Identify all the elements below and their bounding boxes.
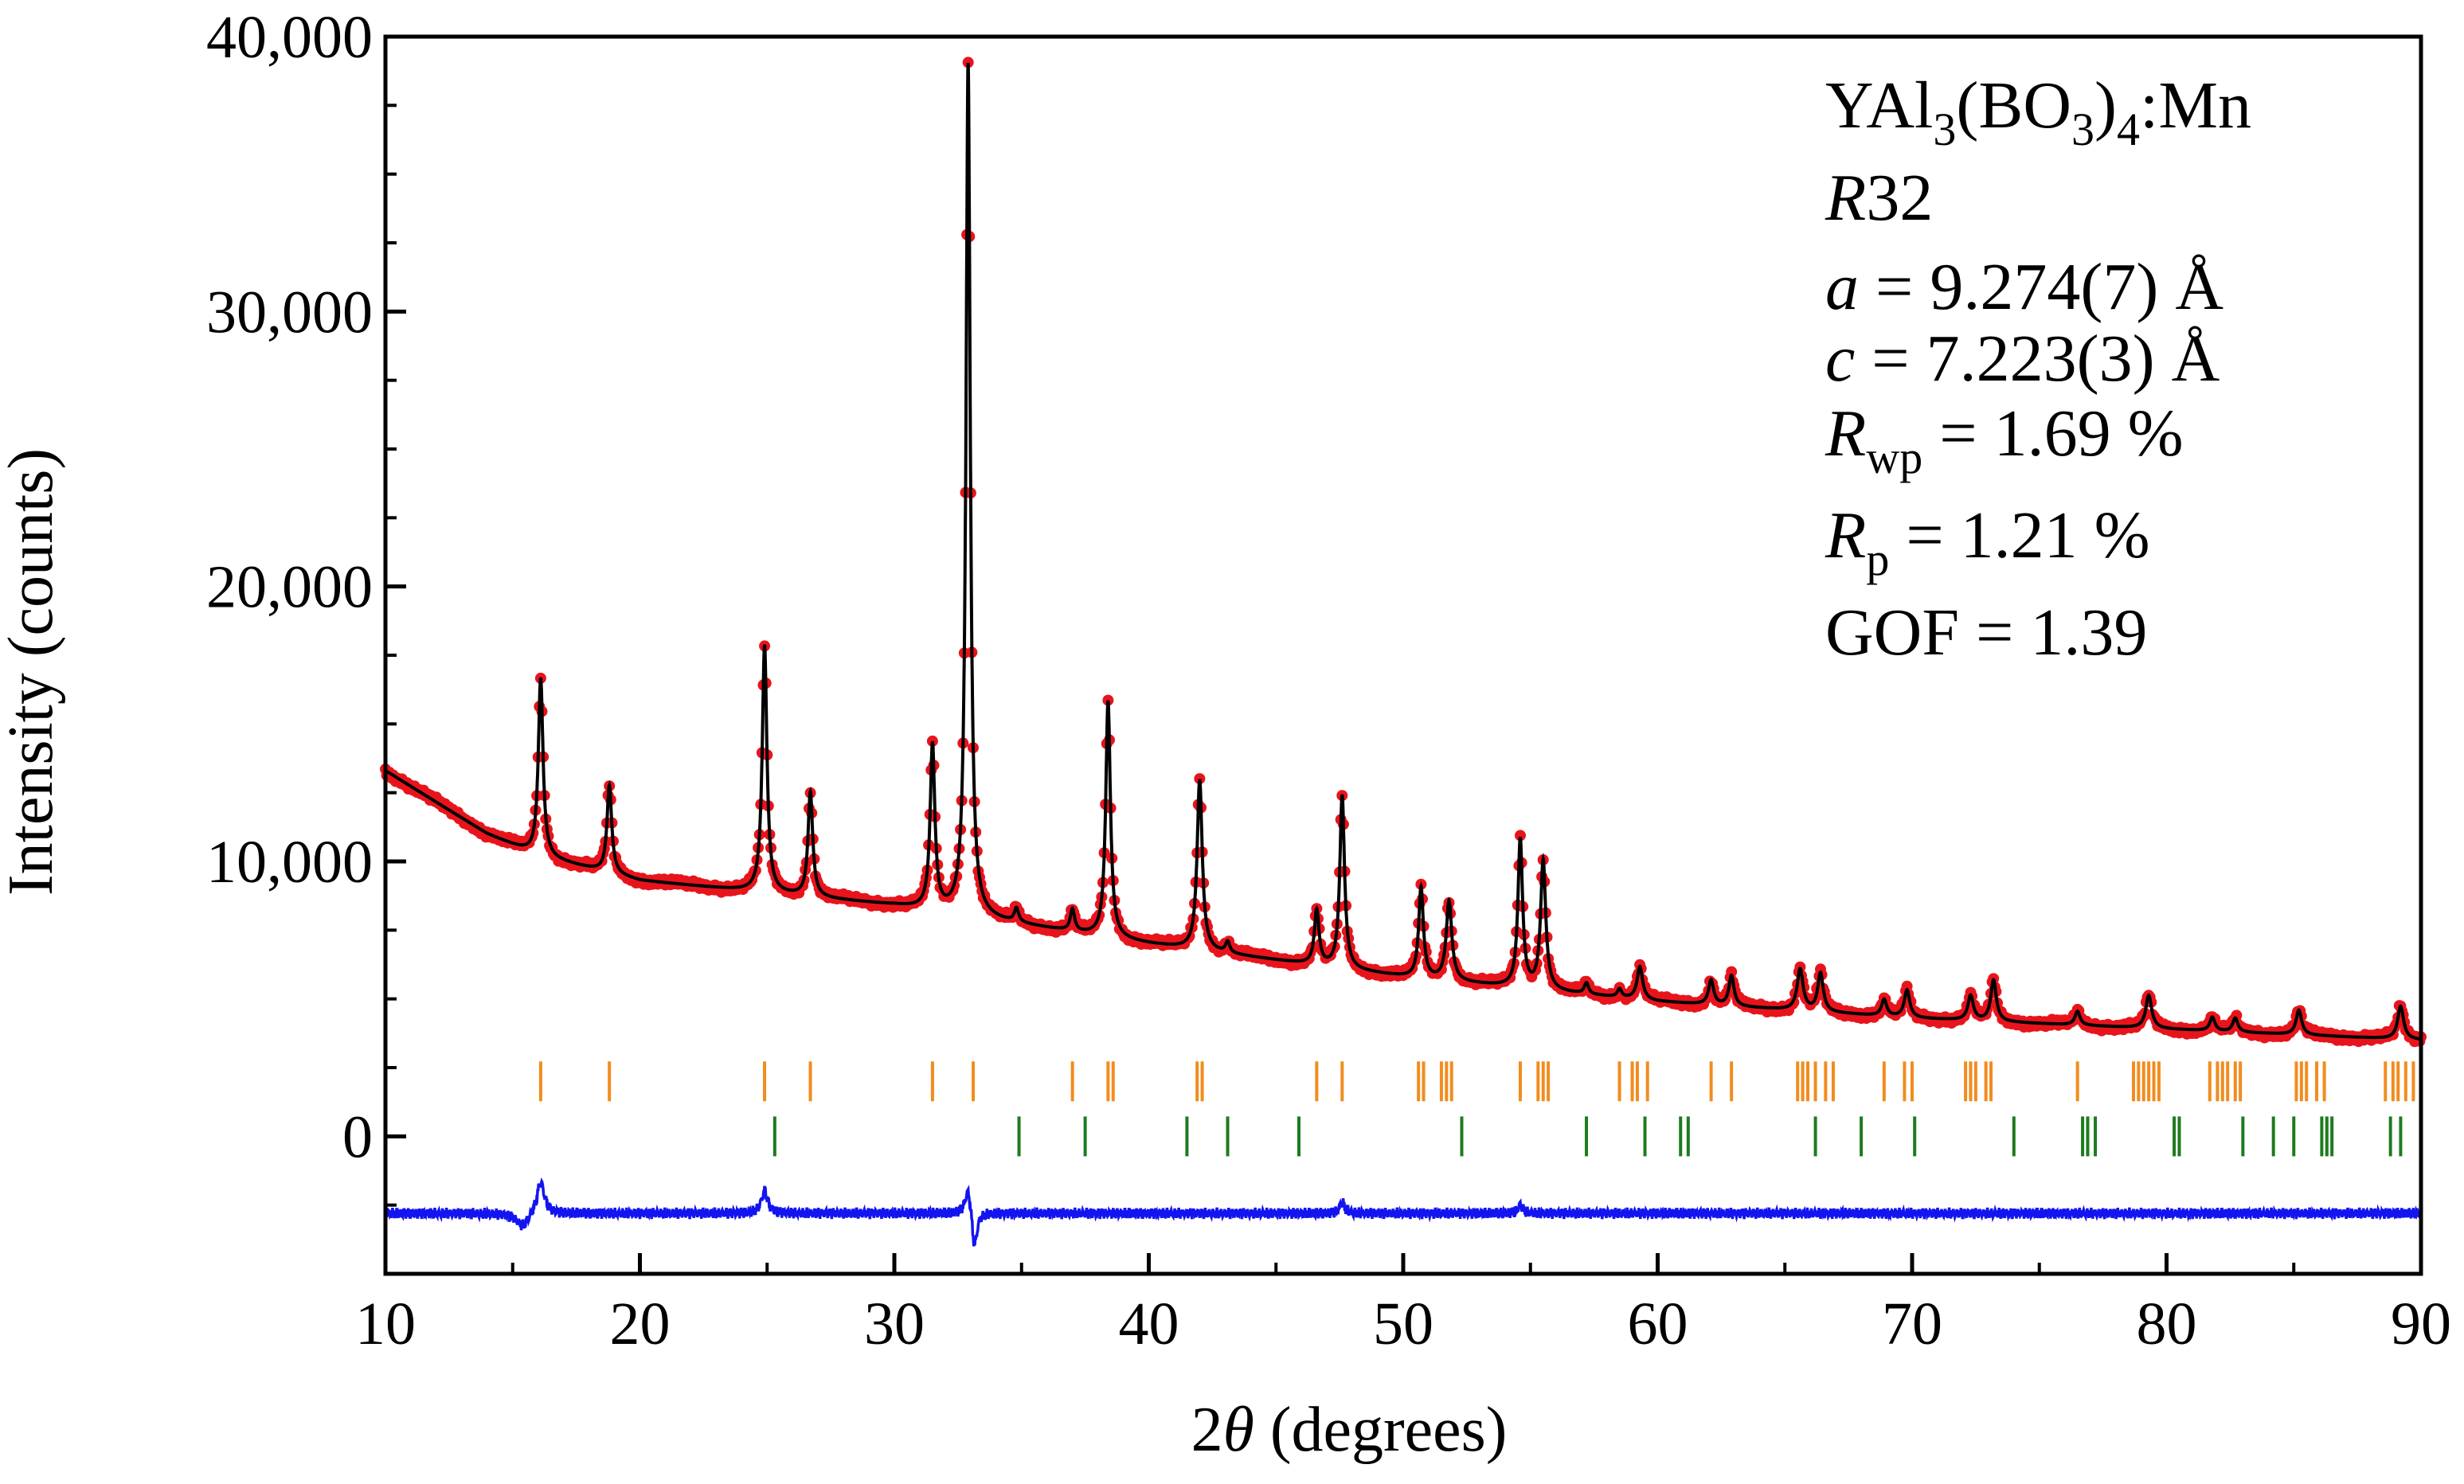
y-tick-label: 10,000: [206, 829, 373, 896]
y-tick-label: 0: [342, 1103, 373, 1170]
y-tick-label: 20,000: [206, 554, 373, 621]
x-tick-label: 30: [864, 1291, 925, 1357]
x-tick-label: 90: [2391, 1291, 2451, 1357]
observed-point: [1102, 694, 1114, 706]
x-tick-label: 80: [2137, 1291, 2197, 1357]
y-tick-label: 40,000: [206, 4, 373, 71]
observed-point: [962, 57, 974, 68]
bragg-ticks-1: [538, 1061, 2415, 1102]
annotation-space-group: R32: [1825, 161, 1933, 235]
x-tick-label: 70: [1882, 1291, 1942, 1357]
annotation-c-parameter: c = 7.223(3) Å: [1825, 322, 2220, 396]
x-tick-label: 60: [1628, 1291, 1688, 1357]
difference-line: [384, 1177, 2423, 1247]
x-tick-label: 40: [1119, 1291, 1179, 1357]
observed-point: [926, 735, 938, 747]
x-tick-label: 50: [1373, 1291, 1433, 1357]
annotation-a-parameter: a = 9.274(7) Å: [1825, 250, 2223, 324]
annotation-gof: GOF = 1.39: [1825, 596, 2147, 670]
y-axis-label: Intensity (counts): [0, 448, 66, 896]
plot-area: [380, 57, 2427, 1247]
observed-point: [1194, 773, 1206, 785]
bragg-ticks-2: [772, 1116, 2403, 1157]
annotation-formula: YAl3(BO3)4:Mn: [1825, 68, 2251, 155]
x-tick-label: 20: [610, 1291, 671, 1357]
annotation-rwp: Rwp = 1.69 %: [1825, 396, 2184, 483]
x-tick-label: 10: [355, 1291, 416, 1357]
annotation-rp: Rp = 1.21 %: [1825, 498, 2150, 585]
y-tick-label: 30,000: [206, 279, 373, 346]
x-axis-label: 2θ (degrees): [1191, 1395, 1508, 1465]
refinement-annotation: YAl3(BO3)4:Mn R32 a = 9.274(7) Å c = 7.2…: [1825, 68, 2251, 670]
